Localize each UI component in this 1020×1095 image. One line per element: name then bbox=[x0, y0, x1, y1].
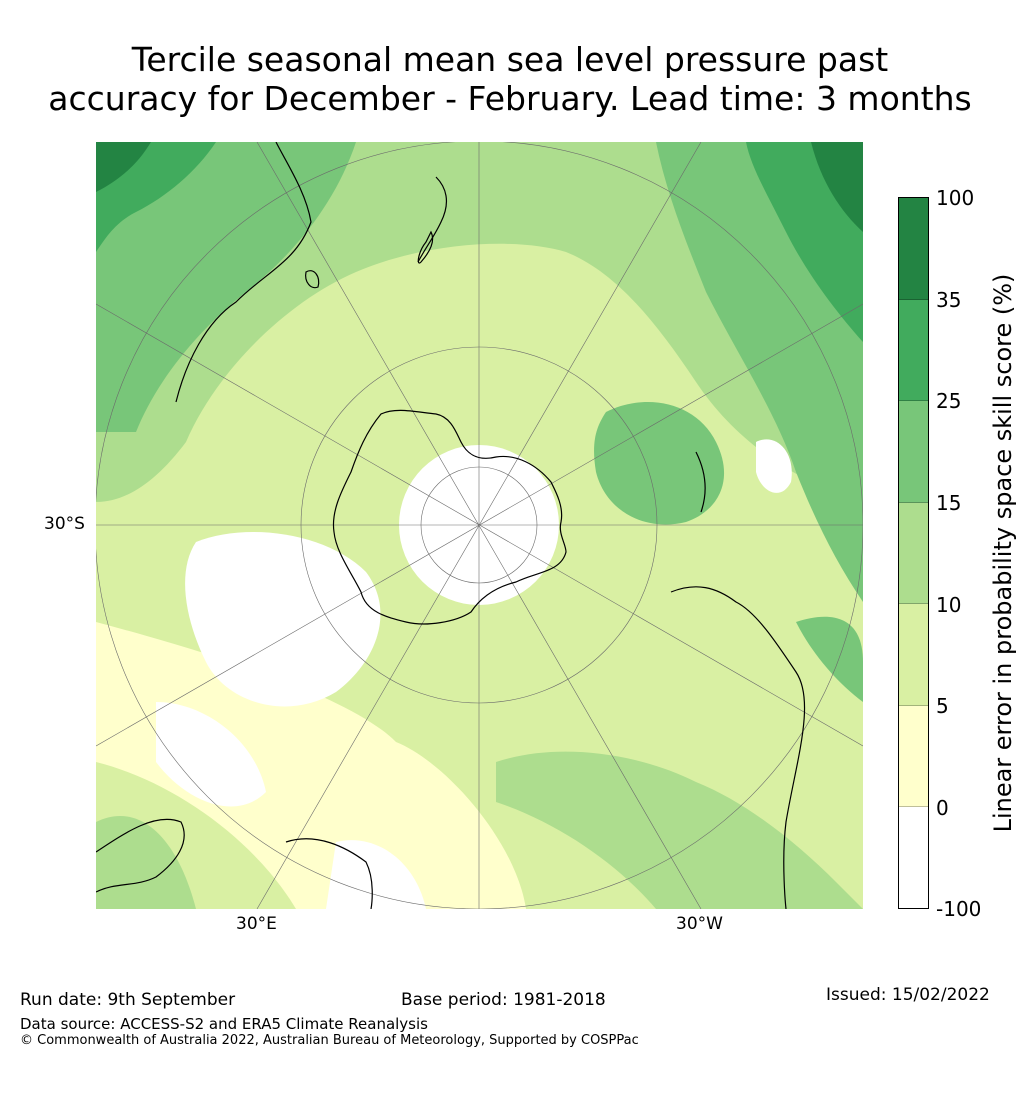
map-title-line-2: accuracy for December - February. Lead t… bbox=[48, 79, 972, 118]
tasmania-coast bbox=[305, 270, 320, 289]
colorbar-tick-0: 0 bbox=[936, 796, 949, 820]
meridian-120 bbox=[96, 303, 863, 747]
shade-negative-east bbox=[756, 439, 792, 493]
shade-10-15-south bbox=[496, 751, 863, 909]
new-zealand-south-coast bbox=[417, 230, 434, 264]
colorbar-tick-10: 10 bbox=[936, 593, 962, 617]
issued-date: Issued: 15/02/2022 bbox=[826, 985, 990, 1005]
colorbar-segment-4 bbox=[899, 604, 928, 706]
colorbar-segment-2 bbox=[899, 401, 928, 503]
colorbar-segment-1 bbox=[899, 299, 928, 402]
colorbar-label: Linear error in probability space skill … bbox=[989, 273, 1017, 833]
colorbar-tick-100: 100 bbox=[936, 186, 975, 210]
graticule bbox=[96, 142, 863, 909]
shade-negative-south bbox=[326, 840, 426, 909]
shade-15-25-east-patch bbox=[594, 402, 725, 525]
colorbar-tick-25: 25 bbox=[936, 389, 962, 413]
lat-label-30s: 30°S bbox=[44, 514, 85, 534]
madagascar-coast bbox=[285, 838, 373, 909]
colorbar bbox=[898, 197, 929, 909]
polar-map bbox=[96, 142, 863, 909]
colorbar-segment-0 bbox=[899, 198, 928, 300]
lon-label-30e: 30°E bbox=[236, 914, 277, 934]
south-america-coast bbox=[670, 586, 806, 909]
shade-35-100-ne bbox=[811, 142, 863, 232]
copyright-notice: © Commonwealth of Australia 2022, Austra… bbox=[20, 1033, 639, 1048]
lon-label-30w: 30°W bbox=[676, 914, 723, 934]
shade-15-25-nw bbox=[96, 142, 356, 432]
colorbar-tick-minus-100: -100 bbox=[936, 897, 982, 921]
map-canvas bbox=[96, 142, 863, 909]
map-title-line-1: Tercile seasonal mean sea level pressure… bbox=[131, 40, 889, 79]
colorbar-tick-15: 15 bbox=[936, 491, 962, 515]
peninsula-coast bbox=[695, 451, 706, 513]
colorbar-tick-35: 35 bbox=[936, 288, 962, 312]
africa-coast bbox=[96, 818, 185, 893]
base-period: Base period: 1981-2018 bbox=[401, 990, 606, 1010]
colorbar-segment-5 bbox=[899, 705, 928, 808]
new-zealand-north-coast bbox=[417, 176, 448, 263]
coastlines bbox=[96, 142, 806, 909]
shade-35-100-nw bbox=[96, 142, 151, 192]
data-source: Data source: ACCESS-S2 and ERA5 Climate … bbox=[20, 1015, 428, 1033]
antarctica-coast bbox=[332, 409, 567, 625]
australia-coast bbox=[175, 142, 312, 403]
colorbar-segment-6 bbox=[899, 807, 928, 909]
colorbar-segment-3 bbox=[899, 502, 928, 605]
colorbar-tick-5: 5 bbox=[936, 694, 949, 718]
map-title: Tercile seasonal mean sea level pressure… bbox=[0, 40, 1020, 118]
shade-negative-west bbox=[185, 532, 381, 707]
run-date: Run date: 9th September bbox=[20, 990, 236, 1010]
shade-negative-sw bbox=[156, 702, 266, 807]
